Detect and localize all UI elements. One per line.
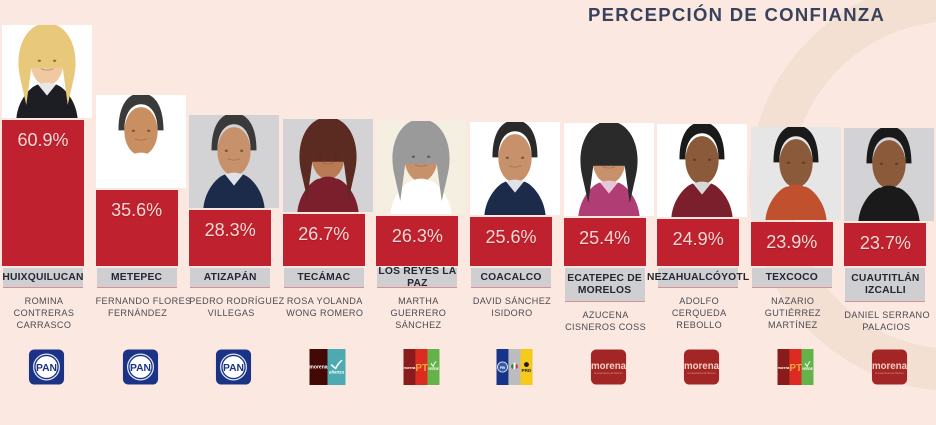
svg-text:PAN: PAN (130, 363, 151, 374)
svg-text:PAN: PAN (36, 363, 57, 374)
svg-text:morena: morena (872, 361, 908, 372)
svg-text:la esperanza de México: la esperanza de México (875, 371, 904, 375)
svg-text:morena: morena (403, 366, 415, 370)
svg-text:la esperanza de México: la esperanza de México (688, 371, 717, 375)
svg-text:VERDE: VERDE (802, 367, 813, 371)
svg-text:PRD: PRD (522, 368, 532, 373)
svg-text:morena: morena (778, 366, 790, 370)
svg-text:morena: morena (684, 361, 720, 372)
svg-text:alianza: alianza (329, 370, 345, 375)
svg-text:morena: morena (310, 364, 328, 370)
svg-text:PAN: PAN (223, 363, 244, 374)
svg-text:la esperanza de México: la esperanza de México (594, 371, 623, 375)
svg-text:PRI: PRI (500, 366, 505, 370)
svg-text:PT: PT (415, 363, 428, 374)
svg-text:VERDE: VERDE (428, 367, 439, 371)
svg-text:PT: PT (789, 363, 802, 374)
svg-text:morena: morena (591, 361, 627, 372)
